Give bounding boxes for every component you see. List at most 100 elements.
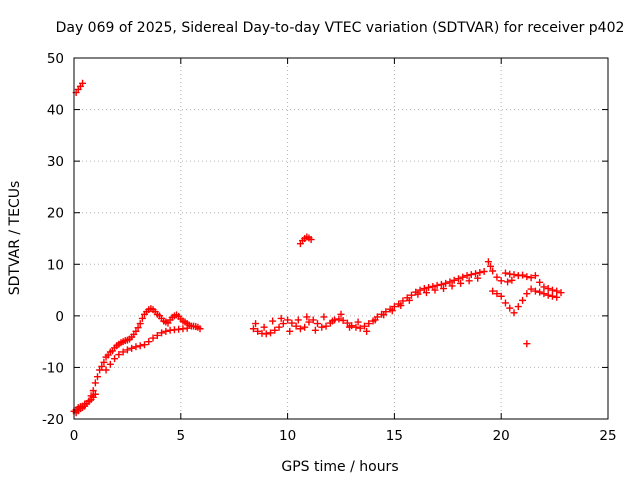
data-points — [70, 79, 565, 417]
data-point — [91, 390, 99, 398]
data-point — [472, 270, 480, 278]
data-point — [489, 267, 497, 275]
data-point — [102, 366, 110, 374]
x-axis-label: GPS time / hours — [281, 459, 398, 475]
y-axis-label: SDTVAR / TECUs — [7, 181, 23, 296]
data-point — [510, 271, 518, 279]
data-point — [296, 325, 304, 333]
x-tick-label: 20 — [493, 428, 510, 444]
data-point — [294, 316, 302, 324]
data-point — [134, 324, 142, 332]
data-point — [320, 313, 328, 321]
data-point — [354, 318, 362, 326]
data-point — [337, 310, 345, 318]
data-point — [399, 297, 407, 305]
data-point — [301, 323, 309, 331]
y-tick-labels: -20 -10 0 10 20 30 40 50 — [42, 51, 64, 428]
data-point — [523, 273, 531, 281]
axis-ticks — [73, 57, 609, 420]
data-point — [307, 236, 315, 244]
data-point — [397, 302, 405, 310]
data-point — [79, 79, 87, 87]
data-point — [96, 366, 104, 374]
y-tick-label: 10 — [47, 257, 64, 273]
data-point — [440, 285, 448, 293]
data-point — [140, 341, 148, 349]
data-point — [153, 331, 161, 339]
data-point — [111, 355, 119, 363]
data-point — [269, 317, 277, 325]
data-point — [162, 327, 170, 335]
data-point — [557, 289, 565, 297]
data-point — [429, 282, 437, 290]
data-point — [459, 273, 467, 281]
x-tick-labels: 0 5 10 15 20 25 — [70, 428, 617, 444]
data-point — [553, 287, 561, 295]
data-point — [254, 327, 262, 335]
data-point — [123, 346, 131, 354]
data-point — [335, 315, 343, 323]
data-point — [514, 303, 522, 311]
data-point — [484, 258, 492, 266]
data-point — [252, 320, 260, 328]
data-point — [437, 280, 445, 288]
data-point — [309, 316, 317, 324]
data-point — [106, 360, 114, 368]
data-point — [339, 316, 347, 324]
data-point — [322, 322, 330, 330]
data-point — [365, 320, 373, 328]
data-point — [493, 290, 501, 298]
data-point — [420, 285, 428, 293]
data-point — [431, 286, 439, 294]
y-tick-label: 20 — [47, 206, 64, 222]
data-point — [480, 268, 488, 276]
data-point — [346, 323, 354, 331]
data-point — [433, 281, 441, 289]
data-point — [448, 282, 456, 290]
y-tick-label: 40 — [47, 103, 64, 119]
data-point — [277, 314, 285, 322]
data-point — [286, 327, 294, 335]
data-point — [476, 269, 484, 277]
data-point — [422, 289, 430, 297]
data-point — [98, 362, 106, 370]
data-point — [548, 286, 556, 294]
grid — [74, 58, 608, 419]
data-point — [508, 276, 516, 284]
data-point — [544, 285, 552, 293]
data-point — [158, 329, 166, 337]
data-point — [504, 278, 512, 286]
data-point — [390, 303, 398, 311]
data-point — [292, 322, 300, 330]
data-point — [89, 387, 97, 395]
data-point — [553, 293, 561, 301]
data-point — [343, 319, 351, 327]
data-point — [405, 296, 413, 304]
data-point — [132, 343, 140, 351]
data-point — [497, 277, 505, 285]
data-point — [519, 296, 527, 304]
data-point — [531, 287, 539, 295]
data-point — [540, 290, 548, 298]
data-point — [510, 309, 518, 317]
data-point — [196, 325, 204, 333]
data-point — [138, 314, 146, 322]
data-point — [119, 348, 127, 356]
data-point — [100, 358, 108, 366]
data-point — [262, 330, 270, 338]
data-point — [446, 278, 454, 286]
data-point — [288, 319, 296, 327]
data-point — [318, 323, 326, 331]
data-point — [371, 316, 379, 324]
data-point — [540, 283, 548, 291]
data-point — [527, 274, 535, 282]
data-point — [115, 351, 123, 359]
data-point — [544, 291, 552, 299]
data-point — [136, 342, 144, 350]
data-point — [416, 286, 424, 294]
data-point — [450, 276, 458, 284]
data-point — [442, 279, 450, 287]
plot-frame — [73, 57, 609, 420]
data-point — [311, 326, 319, 334]
data-point — [145, 338, 153, 346]
